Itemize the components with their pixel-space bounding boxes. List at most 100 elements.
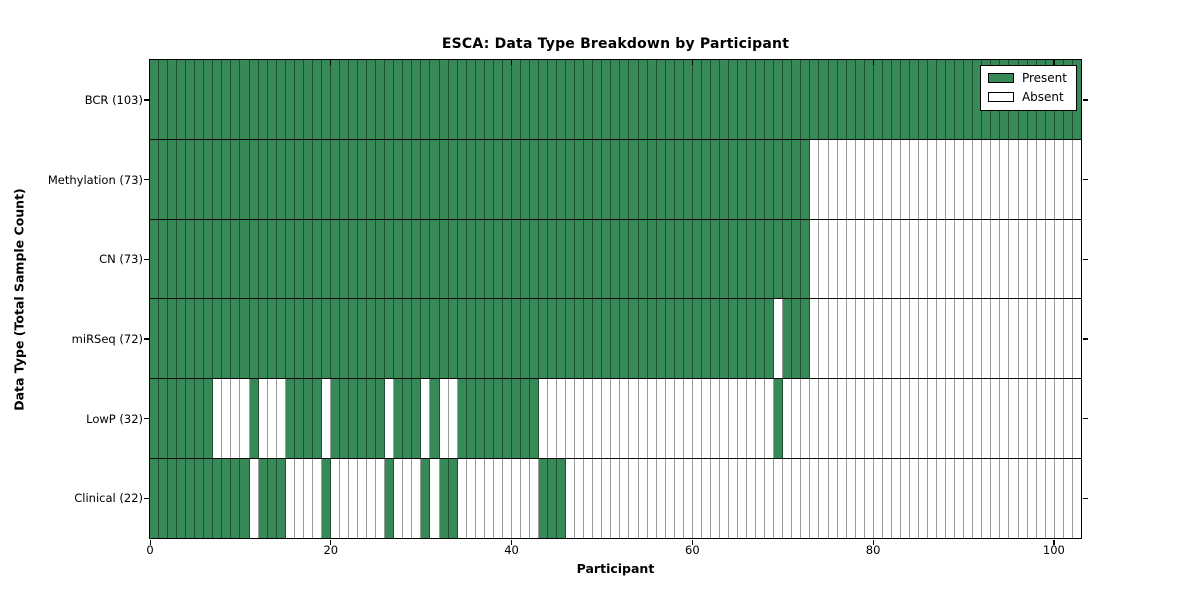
heatmap-cell [204,379,214,459]
heatmap-cell [321,139,331,219]
heatmap-cell [846,379,856,459]
heatmap-cell [493,299,503,379]
heatmap-cell [638,459,648,538]
heatmap-cell [629,139,639,219]
legend-swatch-icon [987,73,1014,83]
heatmap-cell [982,219,992,299]
heatmap-cell [765,459,775,538]
heatmap-cell [891,139,901,219]
right-tick-mark [1082,418,1088,420]
heatmap-cell [747,219,757,299]
heatmap-cell [159,459,169,538]
heatmap-row-lowp [150,378,1081,459]
heatmap-cell [882,219,892,299]
heatmap-cell [150,459,160,538]
heatmap-cell [159,219,169,299]
heatmap-cell [475,60,485,139]
heatmap-cell [1000,139,1010,219]
heatmap-cell [312,379,322,459]
heatmap-cell [891,459,901,538]
heatmap-cell [385,60,395,139]
heatmap-cell [475,459,485,538]
heatmap-cell [729,299,739,379]
heatmap-cell [584,459,594,538]
heatmap-cell [1027,139,1037,219]
heatmap-cell [258,379,268,459]
heatmap-cell [502,459,512,538]
heatmap-cell [873,60,883,139]
heatmap-cell [819,379,829,459]
heatmap-cell [701,379,711,459]
heatmap-cell [339,459,350,538]
heatmap-cell [819,299,829,379]
heatmap-cell [1045,459,1055,538]
heatmap-cell [358,139,368,219]
heatmap-cell [394,219,404,299]
y-tick-label-bcr: BCR (103) [84,92,143,107]
legend-label: Present [1021,71,1067,85]
heatmap-cell [367,139,377,219]
heatmap-cell [1072,459,1081,538]
heatmap-cell [774,459,784,538]
x-tick-label-100: 100 [1042,543,1065,557]
heatmap-cell [330,379,340,459]
heatmap-cell [566,139,576,219]
heatmap-cell [593,379,603,459]
heatmap-cell [557,219,567,299]
heatmap-cell [267,379,277,459]
heatmap-cell [466,219,476,299]
heatmap-cell [294,60,304,139]
heatmap-cell [710,459,720,538]
heatmap-cell [973,219,983,299]
heatmap-cell [566,459,576,538]
heatmap-cell [602,299,612,379]
heatmap-cell [882,299,892,379]
heatmap-cell [502,299,512,379]
heatmap-cell [566,60,576,139]
heatmap-cell [873,379,883,459]
heatmap-cell [276,459,286,538]
top-tick-mark [511,60,513,65]
heatmap-cell [1000,299,1010,379]
heatmap-cell [339,299,350,379]
heatmap-cell [801,299,811,379]
heatmap-cell [466,299,476,379]
heatmap-cell [864,459,874,538]
heatmap-cell [1036,459,1046,538]
heatmap-cell [810,139,820,219]
heatmap-cell [439,219,449,299]
heatmap-cell [204,299,214,379]
heatmap-cell [195,459,205,538]
heatmap-cell [457,379,467,459]
heatmap-cell [448,379,458,459]
heatmap-cell [186,299,196,379]
heatmap-cell [412,459,422,538]
heatmap-cell [701,459,711,538]
x-axis-label: Participant [576,561,655,576]
heatmap-cell [955,459,965,538]
heatmap-cell [520,139,530,219]
heatmap-cell [358,219,368,299]
heatmap-cell [810,299,820,379]
heatmap-cell [520,219,530,299]
heatmap-cell [611,219,621,299]
heatmap-cell [1036,139,1046,219]
heatmap-cell [656,299,666,379]
heatmap-cell [991,379,1001,459]
heatmap-cell [285,379,295,459]
heatmap-cell [738,219,748,299]
heatmap-cell [466,379,476,459]
heatmap-cell [376,459,386,538]
heatmap-cell [909,60,919,139]
heatmap-cell [747,60,757,139]
heatmap-cell [774,219,784,299]
heatmap-cell [240,60,250,139]
heatmap-cell [783,60,793,139]
heatmap-cell [855,299,865,379]
heatmap-cell [964,60,974,139]
heatmap-cell [909,379,919,459]
heatmap-cell [529,299,540,379]
heatmap-cell [828,139,838,219]
heatmap-cell [738,379,748,459]
heatmap-cell [493,219,503,299]
